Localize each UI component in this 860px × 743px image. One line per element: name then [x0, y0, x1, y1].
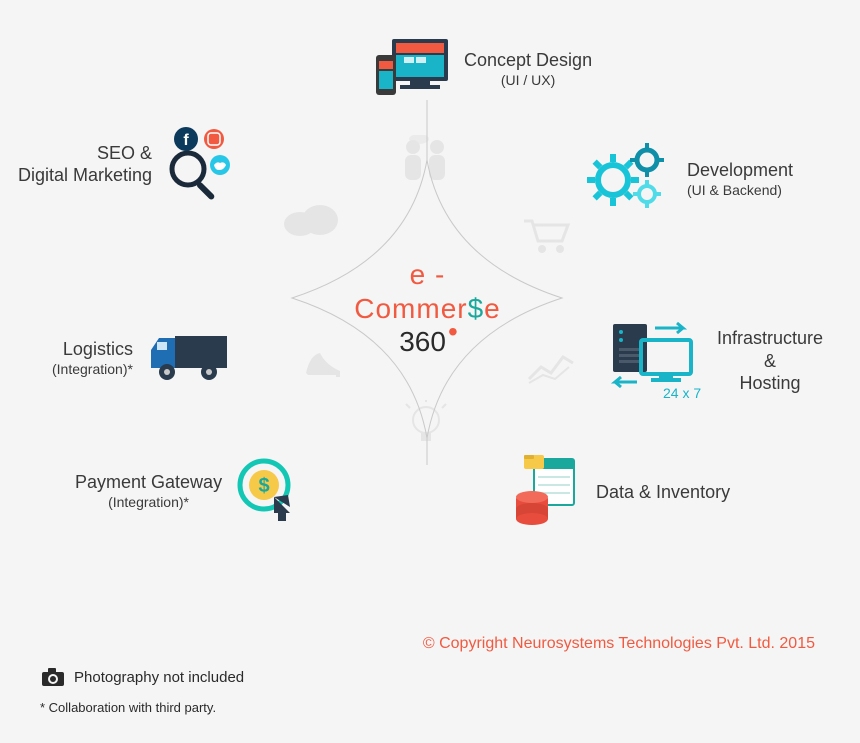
node-concept-design: Concept Design (UI / UX) — [370, 35, 592, 103]
center-degree: • — [448, 316, 458, 347]
dev-sub: (UI & Backend) — [687, 182, 793, 200]
footer-text: Photography not included — [74, 669, 244, 686]
server-icon: 24 x 7 — [605, 318, 705, 404]
payment-title: Payment Gateway — [75, 471, 222, 494]
center-dollar: $ — [468, 293, 485, 324]
dev-title: Development — [687, 159, 793, 182]
gears-icon — [585, 140, 675, 218]
infra-title1: Infrastructure — [717, 327, 823, 350]
seo-title2: Digital Marketing — [18, 164, 152, 187]
node-payment: Payment Gateway (Integration)* $ — [75, 455, 306, 527]
seo-icon: f — [164, 125, 254, 203]
data-icon — [510, 455, 584, 529]
camera-icon — [40, 666, 66, 688]
badge-247: 24 x 7 — [663, 385, 701, 401]
center-line1-pre: e - Commer — [354, 259, 467, 324]
node-data: Data & Inventory — [510, 455, 730, 529]
ghost-people-icon — [395, 135, 455, 185]
copyright: © Copyright Neurosystems Technologies Pv… — [423, 635, 815, 653]
node-development: Development (UI & Backend) — [585, 140, 793, 218]
devices-icon — [370, 35, 452, 103]
center-line1-post: e — [484, 293, 501, 324]
center-title: e - Commer$e 360• — [340, 258, 515, 359]
logistics-sub: (Integration)* — [52, 361, 133, 379]
ghost-cart-icon — [520, 215, 572, 257]
node-seo: SEO & Digital Marketing f — [18, 125, 254, 203]
center-line2: 360 — [399, 326, 446, 357]
payment-icon: $ — [234, 455, 306, 527]
payment-sub: (Integration)* — [75, 494, 222, 512]
data-title: Data & Inventory — [596, 481, 730, 504]
concept-title: Concept Design — [464, 49, 592, 72]
ghost-cloud-icon — [278, 200, 342, 238]
node-infrastructure: 24 x 7 Infrastructure & Hosting — [605, 318, 823, 404]
logistics-title: Logistics — [52, 338, 133, 361]
footer-note: Photography not included — [40, 666, 244, 688]
ghost-bulb-icon — [405, 400, 447, 452]
infra-title3: Hosting — [717, 372, 823, 395]
truck-icon — [145, 330, 233, 386]
concept-sub: (UI / UX) — [464, 72, 592, 90]
infra-title2: & — [717, 350, 823, 373]
footer-asterisk: * Collaboration with third party. — [40, 700, 216, 715]
seo-title1: SEO & — [18, 142, 152, 165]
node-logistics: Logistics (Integration)* — [52, 330, 233, 386]
svg-text:$: $ — [259, 475, 270, 497]
svg-text:f: f — [183, 132, 189, 149]
ghost-chart-icon — [525, 345, 577, 387]
